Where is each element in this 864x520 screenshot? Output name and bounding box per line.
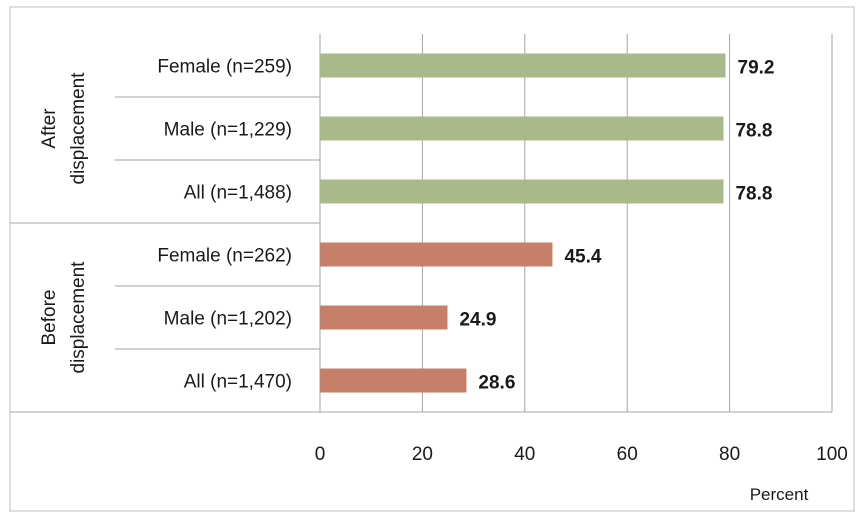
x-tick-label: 100 (816, 444, 848, 465)
x-tick-label: 0 (315, 444, 326, 465)
data-label: 45.4 (564, 247, 601, 268)
x-tick-label: 60 (617, 444, 638, 465)
category-label: Male (n=1,202) (164, 309, 292, 330)
data-label: 28.6 (478, 373, 515, 394)
bar-1-2 (320, 369, 466, 393)
data-label: 78.8 (735, 121, 772, 142)
group-label-line: Before (39, 290, 60, 346)
category-label: Male (n=1,229) (164, 120, 292, 141)
group-label-line: displacement (68, 72, 89, 185)
group-label-line: displacement (68, 261, 89, 374)
bar-1-1 (320, 306, 447, 330)
bar-0-2 (320, 180, 723, 204)
x-tick-label: 80 (719, 444, 740, 465)
category-label: Female (n=262) (157, 246, 292, 267)
x-tick-label: 20 (412, 444, 433, 465)
x-tick-label: 40 (514, 444, 535, 465)
x-axis-title: Percent (750, 485, 809, 504)
bar-0-1 (320, 117, 723, 141)
data-label: 24.9 (459, 310, 496, 331)
group-label-line: After (39, 108, 60, 149)
category-label: All (n=1,488) (184, 183, 292, 204)
category-label: Female (n=259) (157, 57, 292, 78)
data-label: 79.2 (738, 58, 775, 79)
data-label: 78.8 (735, 184, 772, 205)
bar-1-0 (320, 243, 552, 267)
bar-0-0 (320, 54, 726, 78)
category-label: All (n=1,470) (184, 372, 292, 393)
